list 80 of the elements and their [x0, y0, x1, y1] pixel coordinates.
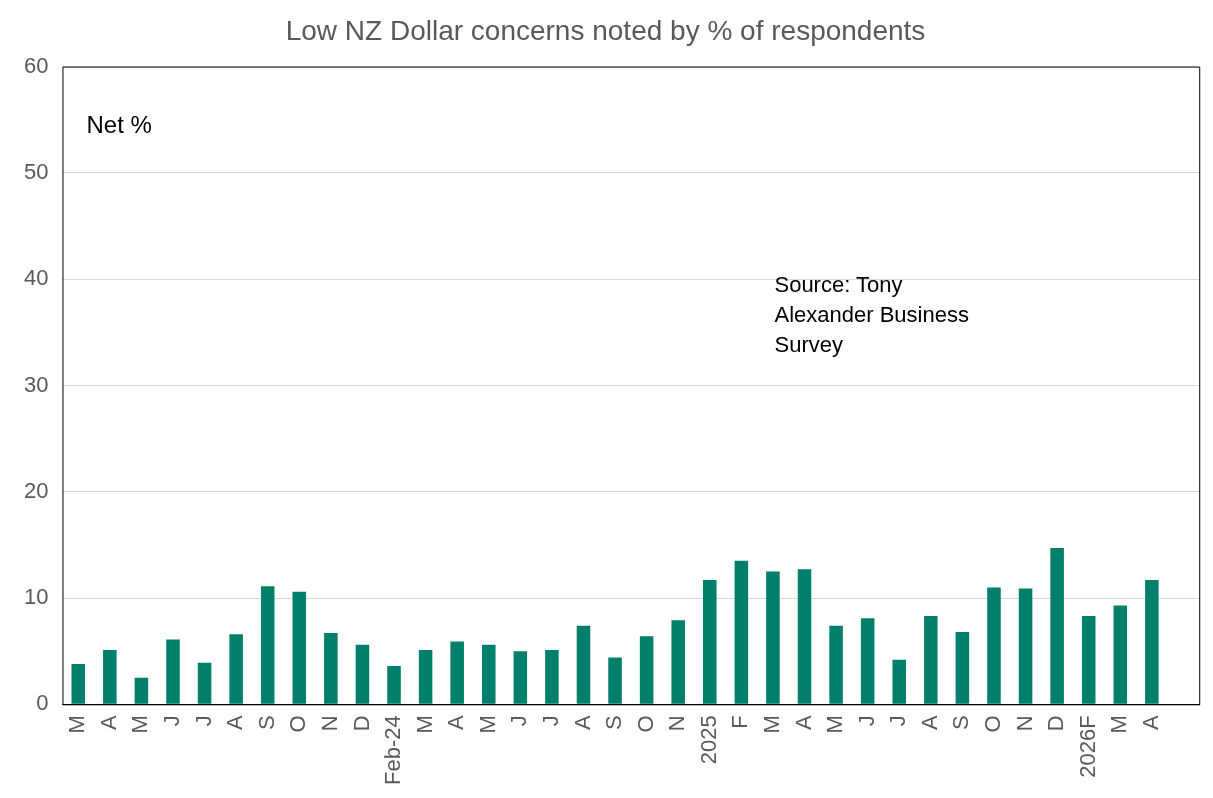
- bar: [829, 625, 843, 704]
- x-tick-label: S: [948, 715, 974, 730]
- x-tick-label: N: [1011, 715, 1037, 732]
- x-tick-label: M: [411, 715, 437, 734]
- y-tick-label: 0: [36, 690, 49, 716]
- x-tick-label: 2026F: [1074, 715, 1100, 778]
- x-tick-label: N: [316, 715, 342, 732]
- bar: [260, 586, 275, 704]
- bar: [955, 632, 970, 704]
- bar: [639, 636, 654, 704]
- annotation: Source: Tony Alexander Business Survey: [774, 271, 969, 357]
- x-tick-label: O: [285, 715, 311, 733]
- bar: [450, 641, 464, 704]
- x-tick-label: J: [853, 715, 879, 727]
- bar: [1113, 605, 1128, 704]
- x-tick-label: N: [664, 715, 690, 732]
- x-tick-label: S: [253, 715, 279, 730]
- bar: [576, 625, 591, 704]
- x-tick-label: J: [537, 715, 563, 727]
- x-tick-label: O: [632, 715, 658, 733]
- annotation: Net %: [86, 111, 152, 139]
- bar: [892, 659, 907, 704]
- x-tick-label: M: [759, 715, 784, 734]
- x-tick-label: A: [222, 714, 248, 730]
- x-tick-label: M: [1106, 715, 1132, 734]
- x-tick-label: J: [159, 715, 185, 727]
- x-tick-label: 2025: [695, 715, 721, 765]
- bar: [229, 634, 243, 704]
- y-tick-label: 30: [23, 371, 49, 397]
- bar: [545, 650, 559, 704]
- bar: [103, 650, 117, 704]
- y-tick-label: 40: [23, 265, 49, 291]
- x-tick-label: M: [64, 715, 90, 734]
- x-tick-label: A: [790, 714, 816, 730]
- bar: [134, 677, 149, 704]
- bar: [513, 651, 528, 704]
- bar: [1018, 588, 1033, 704]
- y-tick-label: 10: [23, 584, 49, 610]
- x-tick-label: J: [506, 715, 532, 727]
- bar: [166, 639, 180, 704]
- bar: [987, 587, 1001, 704]
- x-tick-label: J: [885, 715, 911, 727]
- bar: [924, 616, 938, 704]
- bar: [481, 644, 496, 704]
- x-tick-label: O: [980, 715, 1006, 733]
- bar: [671, 620, 685, 704]
- bar: [766, 571, 780, 704]
- bar: [324, 633, 338, 704]
- x-tick-label: M: [127, 715, 153, 734]
- x-tick-label: A: [1137, 714, 1163, 730]
- bar: [197, 662, 212, 704]
- x-tick-label: M: [474, 715, 500, 734]
- chart-title: Low NZ Dollar concerns noted by % of respondents: [285, 14, 926, 46]
- x-tick-label: D: [348, 715, 374, 732]
- bar: [703, 579, 717, 704]
- bar: [1081, 616, 1096, 704]
- x-tick-label: J: [190, 715, 216, 727]
- x-tick-label: S: [601, 715, 627, 730]
- bar: [734, 560, 749, 704]
- bar: [1050, 548, 1064, 704]
- bar: [387, 666, 401, 704]
- y-tick-label: 20: [23, 477, 49, 503]
- bar: [292, 591, 307, 704]
- x-tick-label: A: [95, 714, 121, 730]
- x-tick-label: A: [569, 714, 595, 730]
- y-tick-label: 60: [23, 52, 49, 78]
- bar: [1145, 579, 1159, 704]
- x-tick-label: M: [822, 715, 848, 734]
- bar: [860, 618, 875, 704]
- x-tick-label: A: [443, 714, 469, 730]
- y-tick-label: 50: [23, 158, 49, 184]
- x-tick-label: Feb-24: [380, 715, 406, 786]
- bar: [608, 657, 622, 704]
- bar: [418, 650, 433, 704]
- bar: [355, 644, 370, 704]
- bar: [71, 663, 86, 704]
- x-tick-label: D: [1043, 715, 1069, 732]
- x-tick-label: A: [916, 714, 942, 730]
- bar: [797, 569, 812, 704]
- x-tick-label: F: [727, 715, 753, 729]
